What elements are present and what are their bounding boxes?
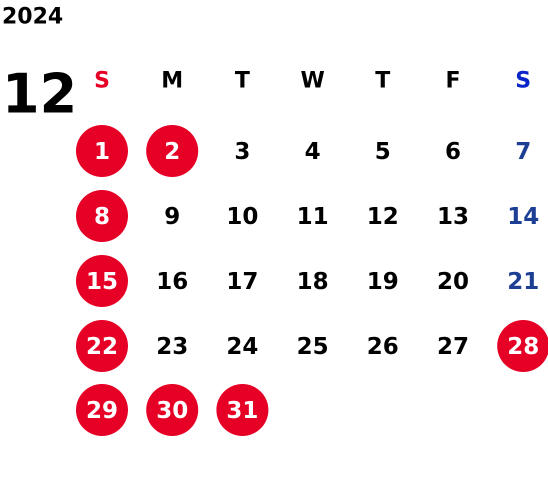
weekday: S: [94, 69, 110, 94]
day: 13: [437, 204, 469, 230]
day: 15: [86, 269, 118, 295]
day: 10: [226, 204, 258, 230]
holiday-marker: [497, 320, 548, 372]
day: 29: [86, 398, 118, 424]
day: 28: [507, 334, 539, 360]
day: 11: [297, 204, 329, 230]
day: 19: [367, 269, 399, 295]
day: 21: [507, 269, 539, 295]
day: 24: [226, 334, 258, 360]
day: 2: [164, 139, 180, 165]
day: 27: [437, 334, 469, 360]
day: 6: [445, 139, 461, 165]
day: 30: [156, 398, 188, 424]
day: 1: [94, 139, 110, 165]
weekday: S: [515, 69, 531, 94]
holiday-marker: [76, 190, 128, 242]
month: 12: [2, 63, 77, 126]
weekday: T: [375, 69, 390, 94]
holiday-marker: [216, 384, 269, 436]
day: 17: [226, 269, 258, 295]
holiday-marker: [146, 384, 199, 436]
holiday-marker: [76, 125, 128, 177]
holiday-marker: [76, 320, 128, 372]
day: 7: [515, 139, 531, 165]
day: 23: [156, 334, 188, 360]
holiday-marker: [76, 255, 128, 307]
day: 9: [164, 204, 180, 230]
day: 25: [297, 334, 329, 360]
day: 20: [437, 269, 469, 295]
day: 12: [367, 204, 399, 230]
day: 22: [86, 334, 118, 360]
weekday: M: [161, 69, 183, 94]
year: 2024: [2, 5, 63, 30]
weekday: W: [300, 69, 324, 94]
day: 3: [234, 139, 250, 165]
holiday-marker: [76, 384, 128, 436]
weekday: F: [445, 69, 460, 94]
day: 31: [226, 398, 258, 424]
day: 8: [94, 204, 110, 230]
weekday: T: [235, 69, 250, 94]
day: 5: [375, 139, 391, 165]
day: 4: [305, 139, 321, 165]
holiday-marker: [146, 125, 199, 177]
day: 14: [507, 204, 539, 230]
day: 16: [156, 269, 188, 295]
day: 18: [297, 269, 329, 295]
day: 26: [367, 334, 399, 360]
